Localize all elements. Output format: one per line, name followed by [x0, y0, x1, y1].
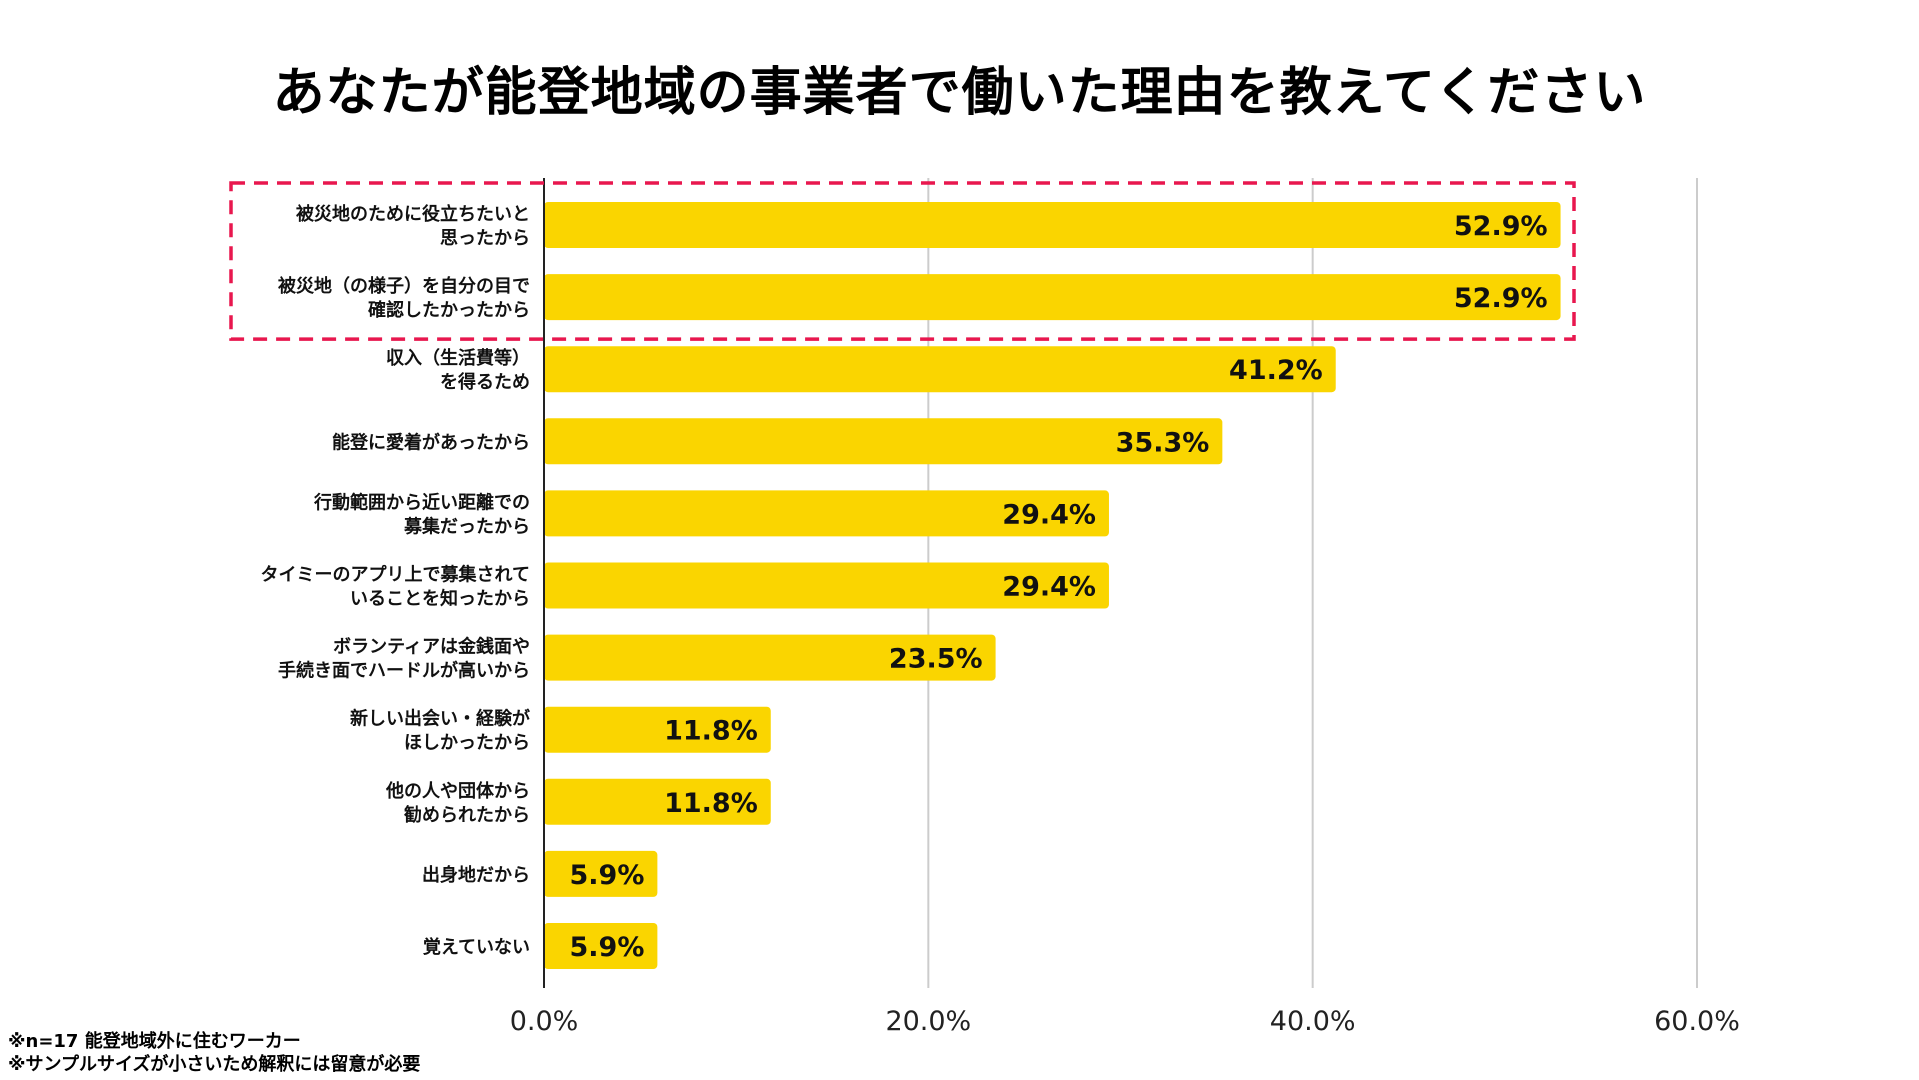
data-label: 11.8% [664, 716, 758, 747]
data-label: 11.8% [664, 788, 758, 819]
bar [544, 346, 1336, 393]
bar [544, 202, 1561, 248]
category-label: 新しい出会い・経験がほしかったから [350, 708, 530, 754]
data-label: 52.9% [1454, 283, 1548, 314]
data-label: 29.4% [1002, 499, 1096, 530]
category-label: 覚えていない [423, 936, 530, 958]
x-tick-label: 20.0% [885, 1006, 971, 1037]
category-label: 他の人や団体から勧められたから [385, 780, 530, 826]
data-label: 5.9% [569, 932, 644, 963]
chart-title: あなたが能登地域の事業者で働いた理由を教えてください [272, 63, 1647, 123]
data-label: 41.2% [1229, 355, 1323, 386]
category-label: タイミーのアプリ上で募集されていることを知ったから [261, 564, 530, 610]
category-label: 被災地（の様子）を自分の目で確認したかったから [278, 275, 530, 321]
data-label: 52.9% [1454, 211, 1548, 242]
footnote-caution: ※サンプルサイズが小さいため解釈には留意が必要 [8, 1054, 421, 1075]
x-tick-label: 60.0% [1654, 1006, 1740, 1037]
footnotes: ※n=17 能登地域外に住むワーカー ※サンプルサイズが小さいため解釈には留意が… [8, 1030, 420, 1076]
bar [544, 418, 1223, 465]
category-label: 被災地のために役立ちたいと思ったから [296, 203, 530, 249]
bar [544, 274, 1561, 321]
bar [544, 778, 771, 825]
x-tick-label: 0.0% [510, 1006, 579, 1037]
data-label: 35.3% [1116, 427, 1210, 458]
bar [544, 850, 658, 897]
x-tick-label: 40.0% [1270, 1006, 1356, 1037]
bar [544, 923, 658, 969]
data-label: 5.9% [569, 860, 644, 891]
category-label: 行動範囲から近い距離での募集だったから [313, 491, 530, 537]
category-label: 能登に愛着があったから [332, 431, 530, 453]
data-label: 23.5% [889, 644, 983, 675]
highlight-box [229, 181, 1576, 341]
bar [544, 490, 1109, 537]
data-label: 29.4% [1002, 572, 1096, 603]
category-label: 出身地だから [422, 864, 530, 886]
category-label: ボランティアは金銭面や手続き面でハードルが高いから [278, 636, 530, 682]
category-label: 収入（生活費等）を得るため [386, 347, 530, 393]
footnote-sample-size: ※n=17 能登地域外に住むワーカー [8, 1031, 301, 1052]
bar [544, 562, 1109, 609]
bar [544, 706, 771, 753]
bar [544, 634, 996, 681]
